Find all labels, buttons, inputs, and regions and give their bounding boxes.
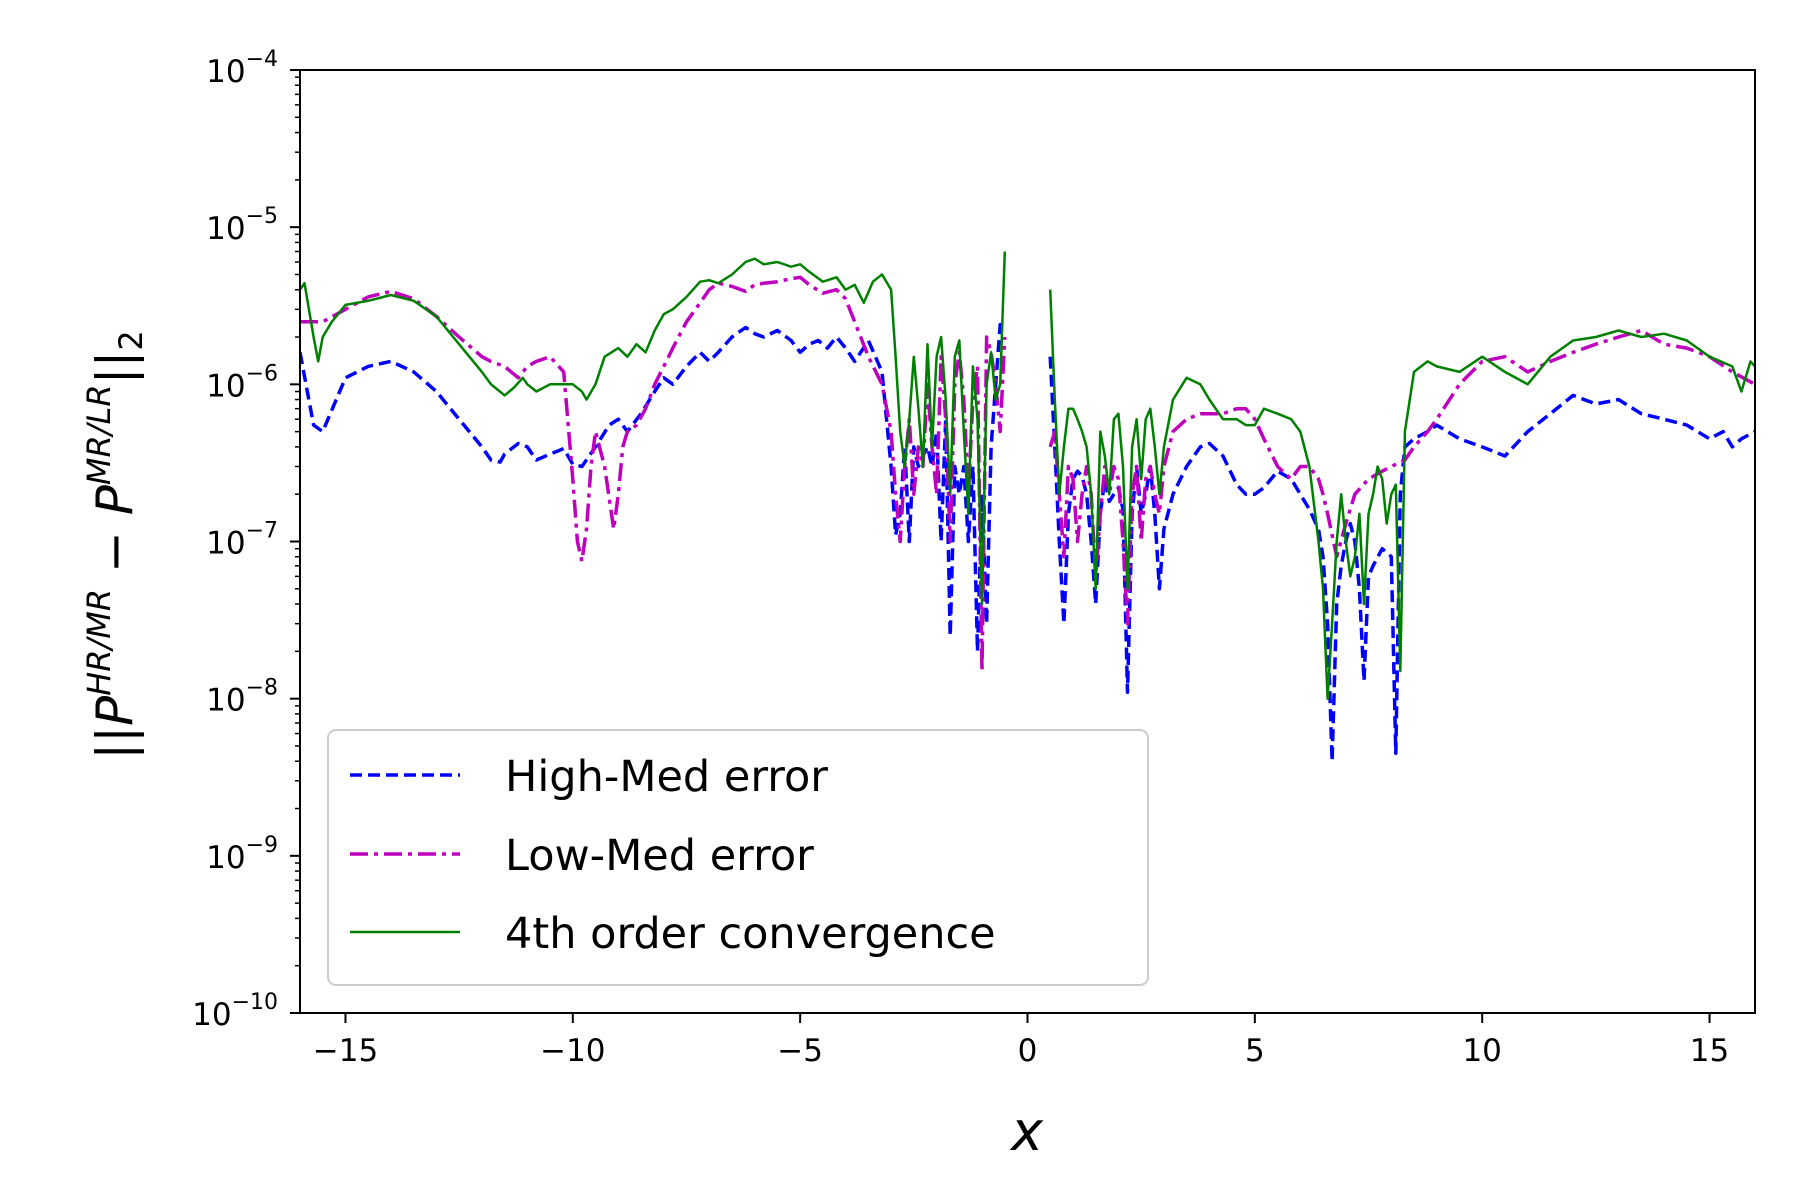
series-line-low-med-error-segment-2 xyxy=(1048,328,1755,626)
series-layer xyxy=(300,251,1755,763)
x-axis-label: x xyxy=(1009,1100,1044,1163)
y-tick-label: 10−10 xyxy=(192,990,278,1033)
x-tick-label: −15 xyxy=(313,1033,378,1069)
y-tick-label: 10−6 xyxy=(206,361,278,404)
x-tick-label: 15 xyxy=(1690,1033,1729,1069)
series-line-4th-order-convergence-segment-1 xyxy=(300,251,1007,606)
y-tick-label: 10−7 xyxy=(206,519,278,562)
series-line-low-med-error-segment-1 xyxy=(300,275,1007,673)
legend-label-low-med: Low-Med error xyxy=(505,831,814,881)
y-tick-label: 10−8 xyxy=(206,676,278,719)
y-axis: 10−10 10−9 10−8 10−7 10−6 10−5 10−4 xyxy=(192,47,300,1033)
x-tick-label: 10 xyxy=(1462,1033,1501,1069)
x-axis: −15 −10 −5 0 5 10 15 xyxy=(313,1013,1729,1069)
series-line-high-med-error-segment-1 xyxy=(300,322,1005,654)
legend: High-Med error Low-Med error 4th order c… xyxy=(327,729,1149,986)
legend-label-high-med: High-Med error xyxy=(505,752,828,802)
y-tick-label: 10−4 xyxy=(206,47,278,90)
y-tick-label: 10−9 xyxy=(206,833,278,876)
series-line-4th-order-convergence-segment-2 xyxy=(1048,289,1755,700)
x-tick-label: 0 xyxy=(1018,1033,1038,1069)
y-tick-label: 10−5 xyxy=(206,204,278,247)
x-tick-label: 5 xyxy=(1245,1033,1265,1069)
x-tick-label: −10 xyxy=(540,1033,605,1069)
y-axis-label: ||PHR/MR − PMR/LR||2 xyxy=(80,330,150,759)
legend-label-4th-order: 4th order convergence xyxy=(505,909,996,959)
legend-box xyxy=(327,729,1149,986)
x-tick-label: −5 xyxy=(777,1033,823,1069)
